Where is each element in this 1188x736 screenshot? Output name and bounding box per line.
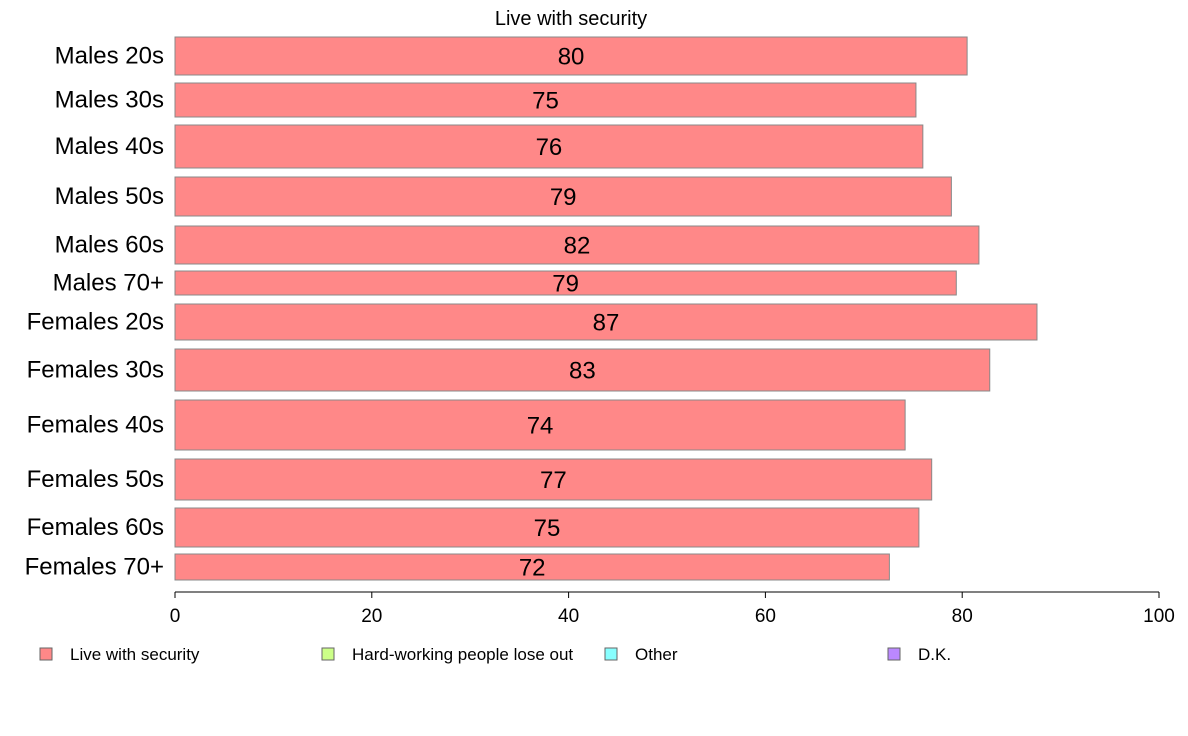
bar: [174, 270, 957, 296]
legend-label: Other: [635, 645, 678, 664]
data-label: 83: [569, 358, 596, 385]
bar: [174, 82, 917, 118]
bar: [174, 225, 980, 265]
legend-label: Hard-working people lose out: [352, 645, 573, 664]
data-label: 79: [550, 184, 577, 211]
x-tick-label: 20: [361, 606, 382, 627]
data-label: 76: [536, 134, 563, 161]
category-label: Females 60s: [27, 514, 164, 541]
data-label: 72: [519, 555, 546, 582]
legend-label: D.K.: [918, 645, 951, 664]
data-label: 87: [593, 310, 620, 337]
bar: [174, 458, 933, 501]
legend-swatch: [39, 647, 53, 661]
category-label: Females 70+: [25, 554, 164, 581]
x-tick-label: 100: [1143, 606, 1175, 627]
bars-layer: Males 20s 80 Males 30s 75 Males 40s 76 Males 5…: [25, 36, 1038, 582]
bar: [174, 553, 890, 581]
legend-swatch: [887, 647, 901, 661]
legend-label: Live with security: [70, 645, 200, 664]
x-tick-label: 0: [170, 606, 181, 627]
category-label: Females 30s: [27, 357, 164, 384]
chart-title: Live with security: [495, 8, 647, 30]
data-label: 80: [558, 44, 585, 71]
data-label: 75: [532, 88, 559, 115]
bar: [174, 36, 968, 76]
category-label: Males 40s: [55, 133, 164, 160]
category-label: Females 40s: [27, 412, 164, 439]
legend-swatch: [321, 647, 335, 661]
bar: [174, 348, 991, 392]
data-label: 75: [534, 515, 561, 542]
data-label: 77: [540, 467, 567, 494]
category-label: Females 20s: [27, 309, 164, 336]
bar: [174, 399, 906, 451]
category-label: Females 50s: [27, 466, 164, 493]
data-label: 82: [564, 233, 591, 260]
category-label: Males 50s: [55, 183, 164, 210]
bar: [174, 303, 1038, 341]
bar: [174, 507, 920, 548]
data-label: 74: [527, 413, 554, 440]
category-label: Males 60s: [55, 232, 164, 259]
category-label: Males 70+: [53, 270, 164, 297]
bar: [174, 176, 952, 217]
data-label: 79: [552, 271, 579, 298]
x-tick-label: 60: [755, 606, 776, 627]
category-label: Males 30s: [55, 87, 164, 114]
legend-swatch: [604, 647, 618, 661]
category-label: Males 20s: [55, 43, 164, 70]
bar: [174, 124, 924, 169]
x-axis: 0 20 40 60 80 100: [170, 591, 1175, 627]
x-tick-label: 40: [558, 606, 579, 627]
x-tick-label: 80: [952, 606, 973, 627]
legend: Live with security Hard-working people lo…: [39, 645, 951, 664]
